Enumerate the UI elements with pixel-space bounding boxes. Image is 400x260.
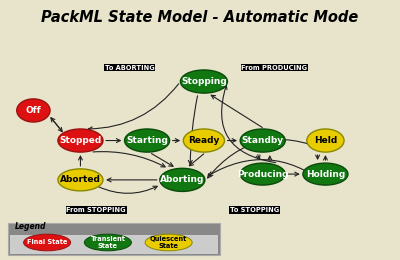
Text: Quiescent
State: Quiescent State xyxy=(150,236,187,249)
Text: Final State: Final State xyxy=(27,239,67,245)
Ellipse shape xyxy=(183,129,224,152)
Ellipse shape xyxy=(180,70,228,93)
Text: Starting: Starting xyxy=(126,136,168,145)
Ellipse shape xyxy=(240,129,285,152)
Text: From STOPPING: From STOPPING xyxy=(66,207,126,213)
Text: Held: Held xyxy=(314,136,337,145)
Ellipse shape xyxy=(17,99,50,122)
Ellipse shape xyxy=(307,129,344,152)
Text: Aborting: Aborting xyxy=(160,176,204,184)
Text: Off: Off xyxy=(26,106,41,115)
Text: Stopping: Stopping xyxy=(181,77,227,86)
Text: To STOPPING: To STOPPING xyxy=(230,207,280,213)
Text: Transient
State: Transient State xyxy=(90,236,125,249)
Ellipse shape xyxy=(58,129,103,152)
Text: Legend: Legend xyxy=(14,222,46,231)
Text: Producing: Producing xyxy=(237,170,288,179)
Text: From PRODUCING: From PRODUCING xyxy=(242,65,308,71)
Text: To ABORTING: To ABORTING xyxy=(104,65,154,71)
Title: PackML State Model - Automatic Mode: PackML State Model - Automatic Mode xyxy=(41,10,359,25)
Text: Ready: Ready xyxy=(188,136,220,145)
FancyBboxPatch shape xyxy=(8,223,220,255)
Ellipse shape xyxy=(145,234,192,251)
Ellipse shape xyxy=(58,169,103,191)
Text: Aborted: Aborted xyxy=(60,176,101,184)
Ellipse shape xyxy=(84,234,131,251)
Ellipse shape xyxy=(303,163,348,185)
Text: Holding: Holding xyxy=(306,170,345,179)
Text: Standby: Standby xyxy=(242,136,284,145)
Ellipse shape xyxy=(240,163,285,185)
Ellipse shape xyxy=(24,234,71,251)
Text: Stopped: Stopped xyxy=(59,136,102,145)
FancyBboxPatch shape xyxy=(10,235,218,254)
Ellipse shape xyxy=(124,129,170,152)
Ellipse shape xyxy=(160,168,205,191)
